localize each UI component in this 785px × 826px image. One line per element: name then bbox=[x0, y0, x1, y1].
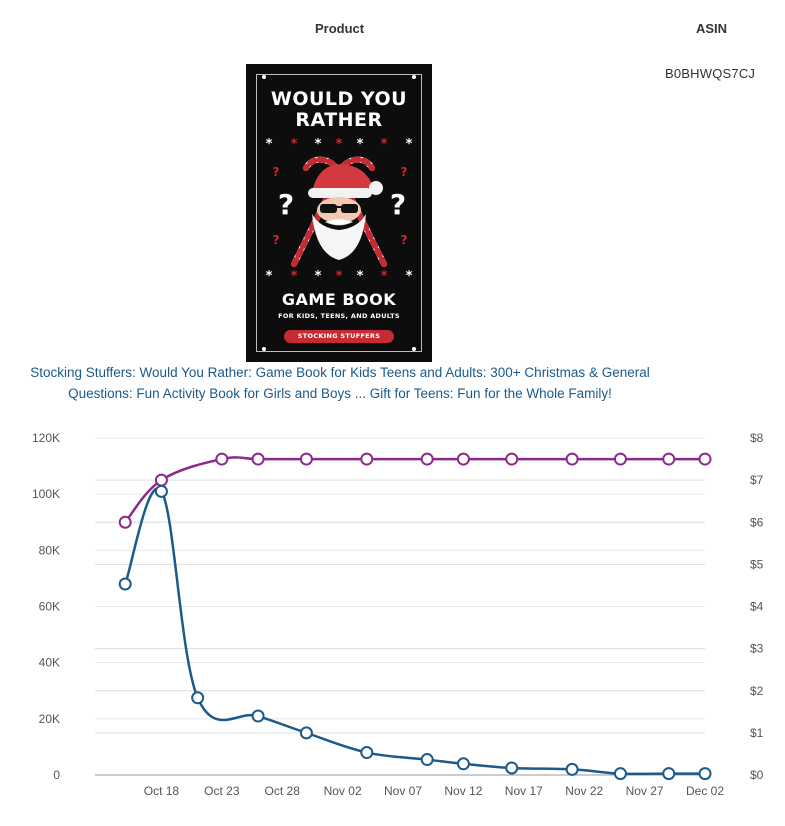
svg-text:?: ? bbox=[273, 233, 280, 247]
svg-text:*: * bbox=[266, 269, 273, 284]
cover-title-line1: WOULD YOU bbox=[270, 88, 408, 110]
bsr-point bbox=[420, 753, 434, 767]
price-point bbox=[215, 452, 229, 466]
svg-text:*: * bbox=[315, 269, 322, 284]
price-point bbox=[698, 452, 712, 466]
price-point bbox=[420, 452, 434, 466]
price-line bbox=[124, 456, 706, 524]
bsr-point bbox=[565, 762, 579, 776]
bsr-point bbox=[613, 767, 627, 781]
asin-value: B0BHWQS7CJ bbox=[665, 66, 756, 81]
y-left-tick-label: 40K bbox=[39, 656, 60, 670]
bsr-point bbox=[360, 746, 374, 760]
x-tick-label: Nov 02 bbox=[324, 784, 362, 798]
y-right-tick-label: $2 bbox=[750, 684, 764, 698]
x-tick-label: Oct 28 bbox=[265, 784, 301, 798]
svg-text:?: ? bbox=[390, 188, 406, 221]
bsr-point bbox=[299, 726, 313, 740]
svg-text:*: * bbox=[291, 269, 298, 284]
cover-subtitle: FOR KIDS, TEENS, AND ADULTS bbox=[278, 312, 400, 320]
cover-badge: STOCKING STUFFERS bbox=[284, 330, 394, 343]
product-cover-image[interactable]: * * * * * * * * * * * * * * ? ? ? ? ? ? bbox=[246, 64, 432, 362]
y-right-tick-label: $4 bbox=[750, 600, 764, 614]
santa-candy-cane-icon: * * * * * * * * * * * * * * ? ? ? ? ? ? bbox=[262, 75, 416, 351]
svg-text:*: * bbox=[336, 137, 343, 152]
x-tick-label: Dec 02 bbox=[686, 784, 724, 798]
bsr-line bbox=[124, 487, 705, 776]
svg-text:*: * bbox=[315, 137, 322, 152]
product-column-header: Product bbox=[315, 21, 365, 36]
y-right-tick-label: $0 bbox=[750, 768, 764, 782]
y-left-tick-label: 0 bbox=[53, 768, 60, 782]
price-point bbox=[251, 452, 265, 466]
bsr-point bbox=[191, 691, 205, 705]
bsr-point bbox=[662, 767, 676, 781]
svg-text:?: ? bbox=[278, 188, 294, 221]
bsr-point bbox=[118, 577, 132, 591]
price-point bbox=[662, 452, 676, 466]
asin-column-header: ASIN bbox=[696, 21, 728, 36]
x-tick-label: Oct 18 bbox=[144, 784, 180, 798]
y-left-tick-label: 60K bbox=[39, 600, 60, 614]
svg-text:*: * bbox=[357, 269, 364, 284]
x-tick-label: Oct 23 bbox=[204, 784, 240, 798]
y-left-tick-label: 80K bbox=[39, 543, 60, 557]
svg-text:*: * bbox=[357, 137, 364, 152]
svg-text:?: ? bbox=[401, 165, 408, 179]
svg-text:*: * bbox=[336, 269, 343, 284]
product-title-link[interactable]: Stocking Stuffers: Would You Rather: Gam… bbox=[30, 365, 650, 401]
y-right-tick-label: $3 bbox=[750, 642, 764, 656]
y-right-tick-label: $6 bbox=[750, 515, 764, 529]
price-point bbox=[456, 452, 470, 466]
cover-title-line2: RATHER bbox=[295, 109, 383, 131]
svg-text:?: ? bbox=[401, 233, 408, 247]
x-tick-label: Nov 17 bbox=[505, 784, 543, 798]
y-right-tick-label: $1 bbox=[750, 726, 764, 740]
x-tick-label: Nov 07 bbox=[384, 784, 422, 798]
y-left-tick-label: 20K bbox=[39, 712, 60, 726]
bsr-point bbox=[505, 761, 519, 775]
bsr-price-chart: 0 20K 40K 60K 80K 100K 120K $0 $1 $2 $3 $4 $5 $6 $7 $8 O… bbox=[32, 431, 764, 798]
price-point bbox=[613, 452, 627, 466]
price-point bbox=[299, 452, 313, 466]
price-point bbox=[360, 452, 374, 466]
cover-game-book: GAME BOOK bbox=[281, 290, 397, 309]
y-left-tick-label: 120K bbox=[32, 431, 60, 445]
svg-text:*: * bbox=[266, 137, 273, 152]
svg-text:*: * bbox=[406, 137, 413, 152]
cover-frame bbox=[256, 74, 422, 352]
price-point bbox=[154, 473, 168, 487]
bsr-point bbox=[456, 757, 470, 771]
svg-text:*: * bbox=[291, 137, 298, 152]
y-right-tick-label: $8 bbox=[750, 431, 764, 445]
y-left-tick-label: 100K bbox=[32, 487, 60, 501]
svg-text:?: ? bbox=[273, 165, 280, 179]
price-point bbox=[118, 515, 132, 529]
svg-text:*: * bbox=[406, 269, 413, 284]
y-right-tick-label: $5 bbox=[750, 557, 764, 571]
bsr-point bbox=[251, 709, 265, 723]
x-tick-label: Nov 27 bbox=[626, 784, 664, 798]
y-right-tick-label: $7 bbox=[750, 473, 764, 487]
svg-text:*: * bbox=[381, 137, 388, 152]
price-point bbox=[505, 452, 519, 466]
bsr-point bbox=[698, 767, 712, 781]
x-tick-label: Nov 12 bbox=[444, 784, 482, 798]
svg-text:*: * bbox=[381, 269, 388, 284]
price-point bbox=[565, 452, 579, 466]
bsr-point bbox=[154, 484, 168, 498]
x-tick-label: Nov 22 bbox=[565, 784, 603, 798]
